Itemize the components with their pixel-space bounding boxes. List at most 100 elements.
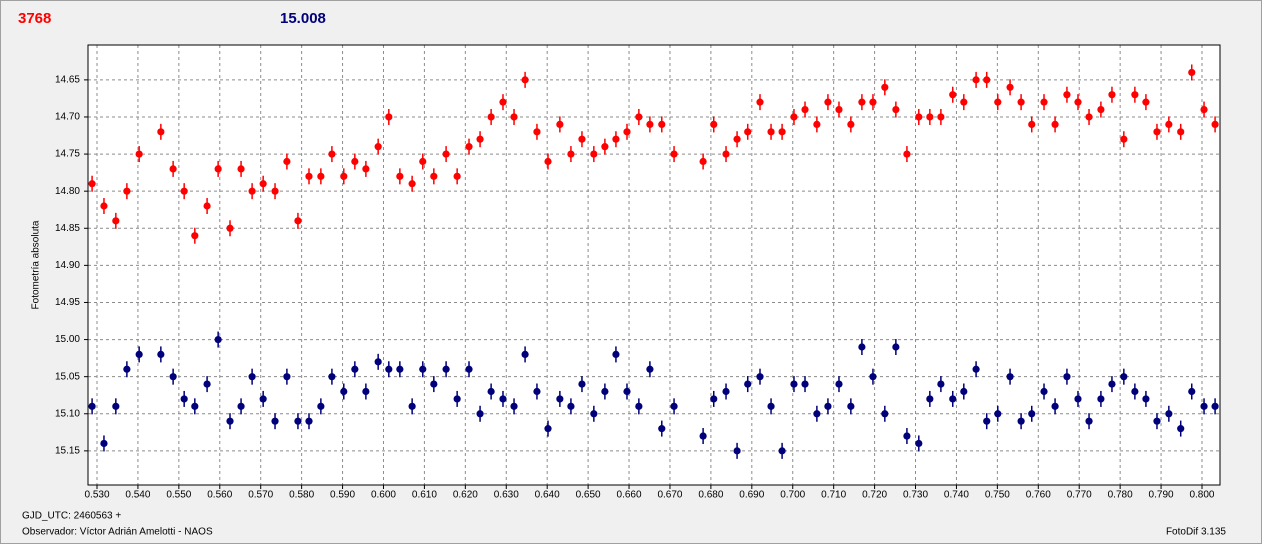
data-point xyxy=(487,108,495,125)
data-point xyxy=(419,153,427,170)
data-point xyxy=(135,146,143,163)
point-marker xyxy=(1028,120,1036,128)
data-point xyxy=(351,361,359,378)
data-point xyxy=(1120,368,1128,385)
data-point xyxy=(744,123,752,140)
data-point xyxy=(283,368,291,385)
data-point xyxy=(1108,376,1116,393)
plot-border xyxy=(87,44,1221,486)
data-point xyxy=(949,86,957,103)
y-tick-label: 14.65 xyxy=(55,75,80,86)
data-point xyxy=(915,435,923,452)
data-point xyxy=(710,390,718,407)
data-point xyxy=(646,361,654,378)
data-point xyxy=(465,361,473,378)
data-point xyxy=(476,131,484,148)
point-marker xyxy=(767,402,775,410)
point-marker xyxy=(1085,417,1093,425)
point-marker xyxy=(601,143,609,151)
point-marker xyxy=(203,380,211,388)
point-marker xyxy=(510,402,518,410)
data-point xyxy=(112,212,120,229)
data-point xyxy=(744,376,752,393)
y-tick-label: 14.75 xyxy=(55,149,80,160)
point-marker xyxy=(100,439,108,448)
point-marker xyxy=(903,432,911,440)
x-tick-label: 0.550 xyxy=(166,490,191,501)
y-tick-label: 14.70 xyxy=(55,112,80,123)
data-point xyxy=(1188,383,1196,400)
point-marker xyxy=(1211,120,1219,128)
data-point xyxy=(1051,116,1059,133)
point-marker xyxy=(710,120,718,128)
point-marker xyxy=(949,395,957,403)
annotation: Observador: Víctor Adrián Amelotti - NAO… xyxy=(22,527,213,538)
point-marker xyxy=(385,113,393,121)
data-point xyxy=(835,376,843,393)
point-marker xyxy=(476,410,484,418)
point-marker xyxy=(169,165,177,173)
data-point xyxy=(1211,398,1219,415)
data-point xyxy=(1006,368,1014,385)
data-point xyxy=(385,108,393,125)
y-tick-label: 14.95 xyxy=(55,297,80,308)
data-point xyxy=(499,390,507,407)
data-point xyxy=(601,138,609,155)
y-tick-label: 14.85 xyxy=(55,223,80,234)
data-point xyxy=(226,220,234,237)
data-point xyxy=(658,420,666,437)
point-marker xyxy=(237,402,245,410)
data-point xyxy=(858,338,866,355)
data-point xyxy=(1040,383,1048,400)
x-tick-label: 0.660 xyxy=(617,490,642,501)
data-point xyxy=(283,153,291,170)
point-marker xyxy=(983,76,991,84)
point-marker xyxy=(294,417,302,425)
data-point xyxy=(590,146,598,163)
x-tick-label: 0.630 xyxy=(494,490,519,501)
point-marker xyxy=(180,187,188,195)
point-marker xyxy=(1120,373,1128,381)
data-point xyxy=(1051,398,1059,415)
data-point xyxy=(983,413,991,430)
point-marker xyxy=(259,180,267,188)
point-marker xyxy=(813,410,821,418)
point-marker xyxy=(214,335,222,344)
point-marker xyxy=(824,98,832,106)
data-point xyxy=(169,368,177,385)
data-point xyxy=(646,116,654,133)
data-point xyxy=(214,331,222,348)
data-point xyxy=(612,346,620,363)
point-marker xyxy=(442,150,450,158)
point-marker xyxy=(191,402,199,410)
x-tick-label: 0.800 xyxy=(1189,490,1214,501)
data-point xyxy=(203,376,211,393)
data-point xyxy=(294,212,302,229)
point-marker xyxy=(567,150,575,158)
data-point xyxy=(601,383,609,400)
data-point xyxy=(790,376,798,393)
point-marker xyxy=(533,387,541,396)
point-marker xyxy=(419,157,427,166)
data-point xyxy=(801,101,809,118)
data-point xyxy=(767,398,775,415)
point-marker xyxy=(271,187,279,195)
point-marker xyxy=(362,387,370,396)
data-point xyxy=(972,71,980,88)
point-marker xyxy=(972,365,980,373)
data-point xyxy=(191,227,199,244)
data-point xyxy=(960,94,968,111)
x-tick-label: 0.640 xyxy=(535,490,560,501)
point-marker xyxy=(699,157,707,166)
data-point xyxy=(305,168,313,185)
point-marker xyxy=(670,150,678,158)
data-point xyxy=(544,153,552,170)
data-point xyxy=(271,413,279,430)
point-marker xyxy=(1142,395,1150,403)
data-point xyxy=(351,153,359,170)
data-point xyxy=(499,94,507,111)
data-point xyxy=(396,361,404,378)
annotation: FotoDif 3.135 xyxy=(1166,527,1226,538)
data-point xyxy=(259,175,267,192)
data-point xyxy=(157,346,165,363)
